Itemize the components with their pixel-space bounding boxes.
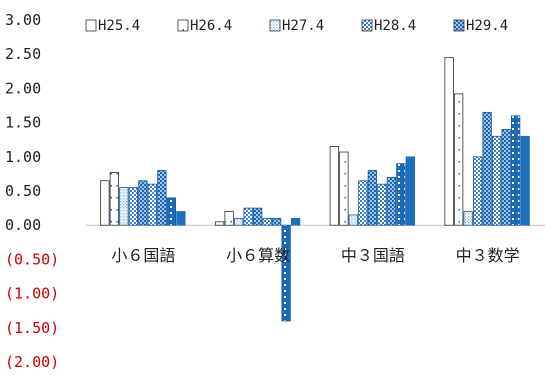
bar — [262, 217, 272, 226]
category-labels: 小６国語 小６算数 中３国語 中３数学 — [111, 246, 519, 265]
y-tick-label: 3.00 — [5, 11, 41, 29]
bar — [377, 183, 387, 226]
bar — [128, 187, 139, 226]
legend-swatch — [361, 19, 373, 32]
bar — [491, 135, 502, 226]
bar — [119, 187, 129, 226]
bar — [405, 156, 416, 226]
y-tick-label: 2.50 — [5, 45, 41, 63]
bar — [472, 156, 483, 226]
y-tick-label: 1.50 — [5, 114, 41, 132]
bar — [358, 180, 368, 226]
legend-label: H26.4 — [190, 18, 232, 34]
y-tick-label: (0.50) — [5, 250, 59, 268]
bar — [482, 111, 492, 226]
category-label: 小６国語 — [111, 246, 175, 265]
bar — [453, 93, 464, 226]
y-tick-label: (2.00) — [5, 353, 59, 371]
bar — [501, 129, 511, 226]
legend-swatch — [85, 19, 97, 32]
bars — [100, 57, 530, 322]
bar — [233, 217, 244, 226]
y-tick-label: 2.00 — [5, 79, 41, 97]
y-tick-label: 0.00 — [5, 216, 41, 234]
bar — [271, 217, 282, 226]
bar — [157, 170, 167, 226]
bar — [444, 57, 454, 226]
legend: H25.4 H26.4 H27.4 H28.4 H29.4 — [85, 18, 508, 34]
y-tick-label: 0.50 — [5, 182, 41, 200]
bar — [520, 135, 530, 226]
legend-swatch — [453, 19, 465, 32]
bar — [510, 115, 521, 226]
bar — [138, 180, 148, 226]
bar — [214, 221, 225, 226]
legend-label: H28.4 — [374, 18, 416, 34]
bar — [243, 207, 253, 226]
legend-swatch — [269, 19, 281, 32]
category-label: 中３国語 — [341, 246, 405, 265]
bar — [252, 207, 263, 226]
bar — [281, 224, 291, 322]
bar — [339, 151, 349, 226]
bar — [166, 197, 177, 226]
legend-label: H25.4 — [98, 18, 140, 34]
bar — [176, 211, 186, 226]
legend-label: H29.4 — [466, 18, 508, 34]
bar — [348, 214, 359, 226]
y-tick-label: (1.50) — [5, 319, 59, 337]
legend-swatch — [177, 19, 189, 32]
category-label: 中３数学 — [456, 246, 520, 265]
bar — [224, 211, 234, 226]
y-tick-label: (1.00) — [5, 285, 59, 303]
bar — [463, 211, 473, 226]
bar — [100, 180, 110, 226]
y-axis: 3.00 2.50 2.00 1.50 1.00 0.50 0.00 (0.50) (1.00)… — [5, 11, 59, 371]
y-tick-label: 1.00 — [5, 148, 41, 166]
bar — [367, 170, 378, 226]
bar — [147, 183, 158, 226]
legend-label: H27.4 — [282, 18, 324, 34]
bar — [329, 146, 340, 226]
bar — [109, 172, 120, 226]
category-label: 小６算数 — [226, 246, 290, 265]
bar — [386, 176, 397, 226]
bar — [396, 163, 406, 226]
bar — [290, 217, 301, 226]
